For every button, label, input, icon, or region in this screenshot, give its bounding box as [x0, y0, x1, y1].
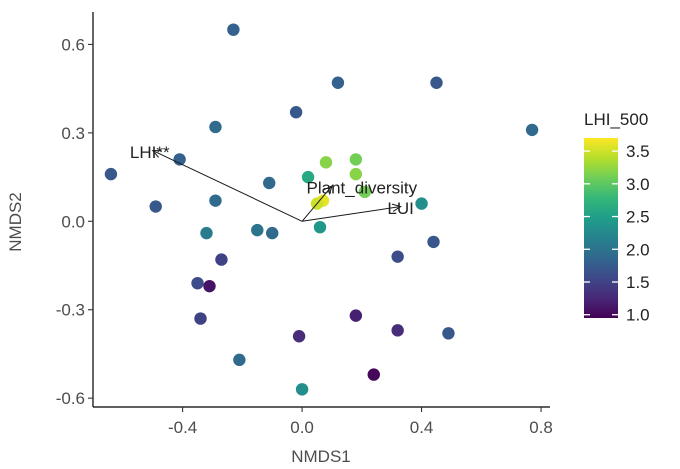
vector-arrowhead — [151, 150, 162, 158]
vector-label: LHI** — [130, 143, 170, 162]
vector-arrow — [302, 206, 401, 222]
data-point — [209, 120, 222, 134]
data-point — [200, 226, 213, 240]
data-point — [266, 226, 279, 240]
vector-arrow — [301, 185, 333, 222]
legend-tick-label: 1.5 — [626, 273, 650, 292]
y-axis: -0.6 -0.3 0.0 0.3 0.6 — [56, 12, 94, 408]
data-point — [313, 220, 327, 234]
data-point — [349, 167, 363, 181]
vector-arrowhead — [323, 184, 333, 195]
legend-tick-label: 2.5 — [626, 208, 650, 227]
x-tick-label: -0.4 — [168, 418, 197, 437]
data-point — [194, 312, 207, 325]
data-point — [251, 223, 264, 237]
data-point — [301, 170, 315, 184]
data-point — [349, 309, 363, 322]
plot-area: LHI** Plant_diversity LUI — [104, 23, 539, 396]
x-axis-title: NMDS1 — [291, 447, 351, 466]
vector-arrowhead — [391, 203, 402, 212]
x-tick-label: 0.8 — [529, 418, 553, 437]
data-point — [358, 185, 372, 199]
data-point — [442, 327, 455, 340]
data-point — [289, 106, 303, 119]
legend-title: LHI_500 — [584, 110, 648, 129]
color-legend: LHI_500 1.0 1.5 2.0 2.5 3.0 3.5 — [584, 110, 650, 325]
data-point — [209, 194, 222, 207]
x-tick-label: 0.0 — [290, 418, 314, 437]
data-point — [415, 197, 428, 210]
data-point — [391, 250, 404, 263]
legend-tick-label: 2.0 — [626, 240, 650, 259]
y-tick-label: -0.6 — [56, 389, 85, 408]
data-point — [173, 153, 186, 166]
legend-colorbar — [584, 138, 618, 318]
data-point — [191, 276, 204, 290]
vector-label: Plant_diversity — [307, 178, 418, 197]
y-axis-title: NMDS2 — [6, 192, 25, 252]
data-point — [430, 76, 443, 89]
y-tick-label: 0.0 — [61, 212, 85, 231]
data-point — [295, 383, 309, 396]
data-point — [104, 167, 118, 181]
data-point — [525, 123, 539, 137]
y-tick-label: -0.3 — [56, 301, 85, 320]
y-tick-label: 0.6 — [61, 35, 85, 54]
data-point — [349, 153, 363, 166]
data-point — [331, 76, 345, 89]
data-point — [203, 279, 216, 293]
x-axis: -0.4 0.0 0.4 0.8 — [93, 406, 553, 437]
data-point — [319, 156, 333, 169]
data-point — [292, 330, 306, 343]
data-point — [367, 368, 380, 381]
x-tick-label: 0.4 — [410, 418, 434, 437]
vector-arrow — [152, 150, 303, 222]
data-point — [263, 176, 276, 190]
data-point — [233, 353, 246, 367]
data-point — [215, 253, 228, 266]
y-tick-label: 0.3 — [61, 124, 85, 143]
data-point — [391, 324, 404, 337]
data-point — [227, 23, 240, 36]
legend-tick-label: 1.0 — [626, 306, 650, 325]
legend-tick-label: 3.5 — [626, 142, 650, 161]
data-point — [149, 200, 162, 213]
data-point — [427, 235, 440, 249]
legend-tick-label: 3.0 — [626, 175, 650, 194]
vector-label: LUI — [387, 199, 413, 218]
